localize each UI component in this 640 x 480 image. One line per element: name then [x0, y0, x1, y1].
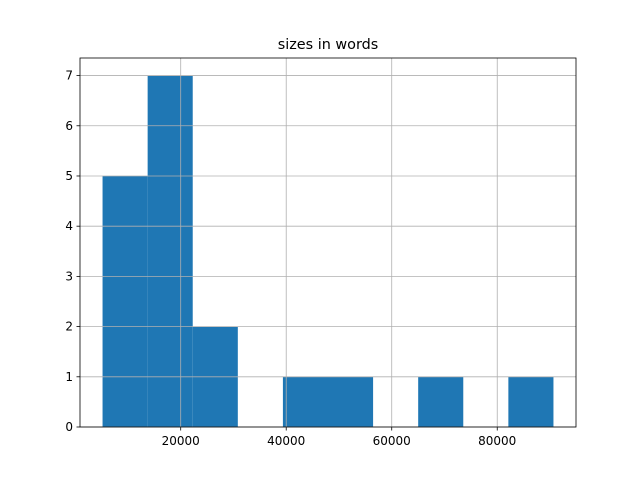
y-tick-label: 7	[65, 69, 73, 83]
bar	[147, 75, 193, 428]
y-tick-label: 6	[65, 119, 73, 133]
plot-frame	[79, 57, 577, 428]
y-tick-label: 5	[65, 169, 73, 183]
bar	[328, 376, 374, 427]
x-tick-label: 60000	[373, 434, 411, 448]
y-tick-label: 1	[65, 370, 73, 384]
bar	[282, 376, 328, 427]
chart-title: sizes in words	[278, 37, 379, 53]
y-tick-label: 3	[65, 269, 73, 283]
bar	[418, 376, 464, 427]
bar	[102, 175, 148, 427]
y-tick-label: 4	[65, 219, 73, 233]
x-tick-label: 20000	[162, 434, 200, 448]
y-tick-label: 0	[65, 420, 73, 434]
y-tick-label: 2	[65, 320, 73, 334]
x-tick-label: 80000	[478, 434, 516, 448]
x-tick-label: 40000	[267, 434, 305, 448]
bar	[508, 376, 554, 427]
